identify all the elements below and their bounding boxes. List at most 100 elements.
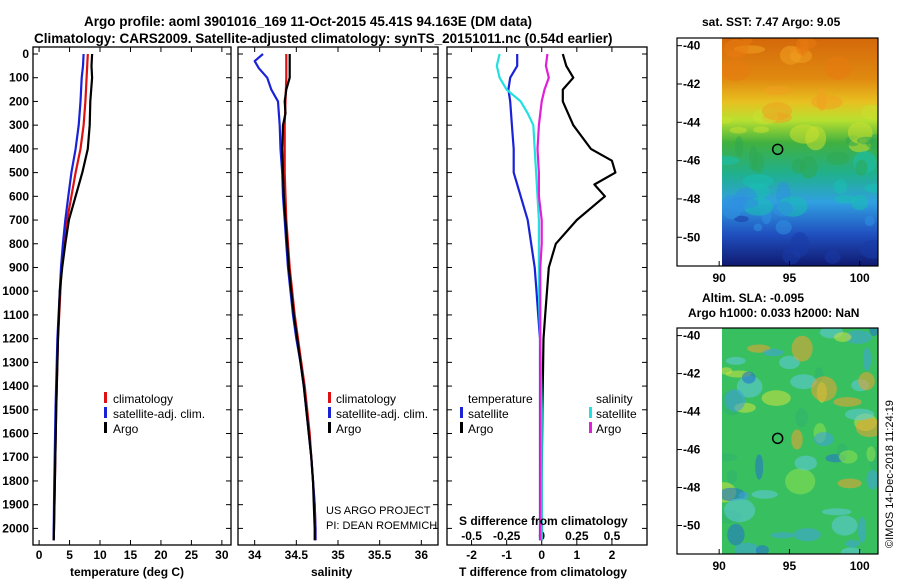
series-line-argo [281,54,316,541]
sst-map-axes: -40 -42 -44 -46 -48 -50 90 95 100 [677,39,870,285]
s-tick-label: 0.25 [565,529,589,543]
map-texture-blob [831,515,858,536]
map-texture-blob [791,335,813,362]
legend-label-t-argo: Argo [468,422,494,436]
map-texture-blob [860,239,878,259]
map-texture-blob [770,532,795,539]
legend-label-climatology: climatology [113,392,173,406]
lon-tick-label: 100 [850,271,870,285]
legend-label-satellite: satellite-adj. clim. [113,407,205,421]
depth-tick-label: 500 [9,166,29,180]
lat-tick-label: -42 [683,367,701,381]
map-texture-blob [729,127,748,134]
map-texture-blob [790,374,817,390]
map-texture-blob [734,542,760,554]
depth-tick-label: 1100 [3,308,29,322]
map-texture-blob [751,490,778,499]
legend-label-argo: Argo [113,422,139,436]
x-tick-label: 1 [573,548,580,562]
x-tick-label: 30 [215,548,229,562]
map-texture-blob [762,102,792,121]
map-texture-blob [826,151,850,165]
temperature-plot: 0 5 10 15 20 25 30 [33,47,231,562]
map-texture-blob [834,195,857,204]
map-texture-blob [734,136,744,158]
x-tick-label: 34 [248,548,262,562]
legend-swatch-s-argo [589,422,592,433]
x-tick-label: 36 [415,548,429,562]
argo-position-marker [771,432,784,445]
sst-map: -40 -42 -44 -46 -48 -50 90 95 100 [676,37,879,285]
depth-tick-labels: 0 100 200 300 400 500 600 700 800 900 1000 1100 1200… [2,47,29,535]
depth-tick-label: 1300 [2,355,29,369]
map-texture-blob [845,408,875,421]
map-texture-blob [779,355,800,370]
map-texture-blob [753,126,770,133]
legend-title-temperature: temperature [468,392,533,406]
map-texture-blob [844,330,872,344]
map-texture-blob [734,215,749,223]
s-tick-label: 0.5 [604,529,621,543]
map-texture-blob [861,104,878,120]
sst-map-texture [722,38,878,265]
argo-position-marker [771,143,784,156]
s-tick-label: -0.5 [461,529,482,543]
sst-map-title: sat. SST: 7.47 Argo: 9.05 [702,15,841,29]
map-texture-blob [811,94,843,110]
map-texture-blob [722,156,740,165]
map-texture-blob [793,528,821,542]
map-texture-blob [834,332,852,342]
legend-label-argo: Argo [336,422,362,436]
temperature-axis-label: temperature (deg C) [70,565,184,579]
map-texture-blob [748,145,758,171]
lat-tick-label: -46 [683,443,701,457]
sla-map-texture [722,328,878,554]
sla-map-subtitle: Argo h1000: 0.033 h2000: NaN [688,306,859,320]
legend-label-satellite: satellite-adj. clim. [336,407,428,421]
map-texture-blob [862,347,872,372]
legend-label-s-argo: Argo [596,422,622,436]
map-texture-blob [755,545,769,554]
legend-title-salinity: salinity [596,392,633,406]
x-tick-label: 10 [93,548,107,562]
depth-tick-label: 1700 [2,450,29,464]
map-texture-blob [773,201,794,217]
map-texture-blob [762,348,784,357]
depth-tick-label: 100 [9,71,29,85]
lat-tick-label: -50 [683,519,701,533]
map-texture-blob [742,38,753,46]
map-texture-blob [736,375,763,398]
map-texture-blob [816,87,827,111]
series-line-s-satellite [495,53,543,541]
depth-tick-label: 1500 [2,403,29,417]
difference-panel-frame [446,46,648,546]
map-texture-blob [824,56,852,80]
x-tick-label: 5 [66,548,73,562]
legend-label-s-satellite: satellite [596,407,637,421]
depth-tick-label: 1900 [2,498,29,512]
series-line-s-argo [536,53,550,541]
lon-tick-label: 95 [783,271,797,285]
legend-swatch-satellite [104,407,107,418]
map-texture-blob [795,408,809,428]
map-texture-blob [869,328,878,337]
sla-map-title: Altim. SLA: -0.095 [702,291,804,305]
map-texture-blob [856,136,876,145]
map-texture-blob [833,179,848,195]
legend-swatch-t-satellite [460,407,463,418]
series-line-argo [52,53,94,541]
map-texture-blob [837,478,862,489]
depth-tick-label: 1400 [2,379,29,393]
title-line-2: Climatology: CARS2009. Satellite-adjuste… [34,31,612,46]
imos-credit: ©IMOS 14-Dec-2018 11:24:19 [884,400,896,548]
legend-label-t-satellite: satellite [468,407,509,421]
map-texture-blob [761,390,791,406]
series-line-t-satellite [507,54,542,541]
x-tick-label: 35 [331,548,345,562]
sla-map: -40 -42 -44 -46 -48 -50 90 95 100 [676,327,879,573]
series-line-t-argo [540,53,617,541]
lon-tick-label: 90 [712,271,726,285]
map-texture-blob [855,159,868,176]
temperature-legend: climatology satellite-adj. clim. Argo [104,392,205,436]
map-texture-blob [724,498,756,523]
